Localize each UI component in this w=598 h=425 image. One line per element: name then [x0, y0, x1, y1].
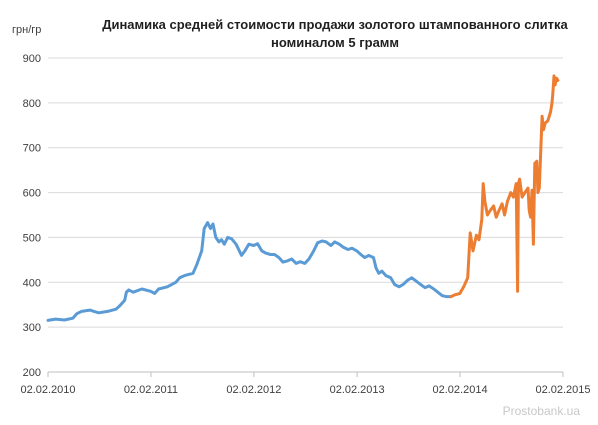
x-tick-label: 02.02.2014: [433, 384, 488, 396]
series-line-2: [449, 74, 560, 299]
x-tick-label: 02.02.2011: [124, 384, 178, 396]
chart-title-line-1: Динамика средней стоимости продажи золот…: [102, 17, 568, 32]
watermark: Prostobank.ua: [503, 404, 581, 418]
x-tick-label: 02.02.2012: [226, 384, 281, 396]
y-axis-tick-labels: 200 300 400 500 600 700 800 900: [23, 53, 41, 379]
y-axis-unit-label: грн/гр: [12, 24, 41, 36]
series-lines: [46, 74, 560, 322]
y-tick-label: 500: [23, 232, 41, 244]
x-tick-label: 02.02.2015: [535, 384, 590, 396]
y-tick-label: 800: [23, 98, 41, 110]
y-tick-label: 300: [23, 322, 41, 334]
gridlines: [48, 57, 563, 328]
y-tick-label: 200: [23, 367, 41, 379]
x-axis-tick-labels: 02.02.2010 02.02.2011 02.02.2012 02.02.2013…: [20, 372, 591, 396]
x-tick-label: 02.02.2010: [20, 384, 75, 396]
y-tick-label: 900: [23, 53, 41, 65]
x-tick-label: 02.02.2013: [330, 384, 385, 396]
series-line-1: [46, 221, 453, 322]
y-tick-label: 400: [23, 277, 41, 289]
y-tick-label: 600: [23, 188, 41, 200]
chart-title-line-2: номиналом 5 грамм: [271, 35, 399, 50]
y-tick-label: 700: [23, 143, 41, 155]
